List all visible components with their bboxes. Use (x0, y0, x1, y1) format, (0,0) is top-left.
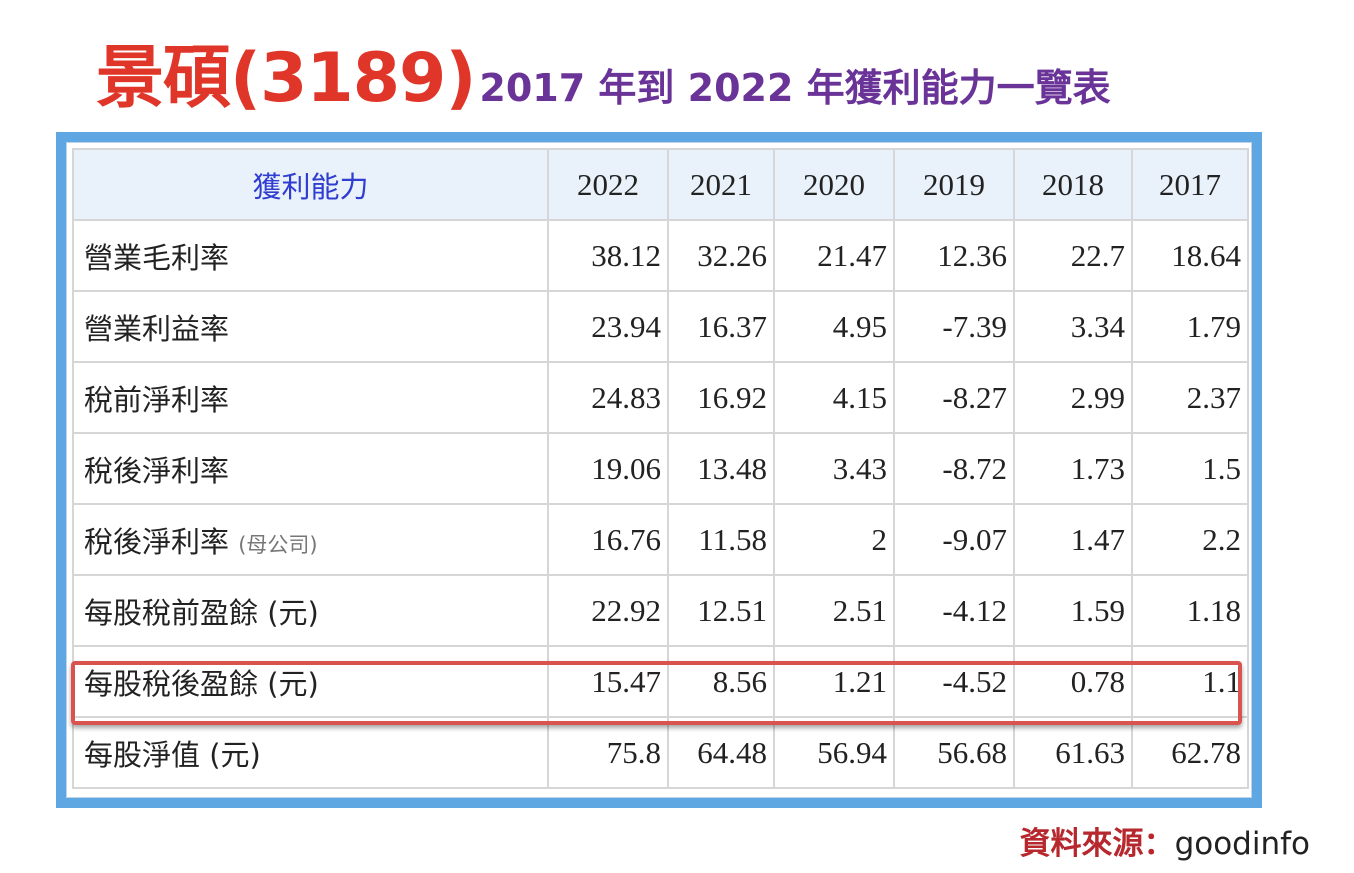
year-header: 2020 (773, 148, 895, 221)
table-row: 稅後淨利率 (母公司) 16.76 11.58 2 -9.07 1.47 2.2 (72, 503, 1249, 576)
cell-value: 15.47 (547, 645, 669, 718)
cell-value: 24.83 (547, 361, 669, 434)
row-label: 稅前淨利率 (72, 361, 549, 434)
row-label-text: 稅後淨利率 (84, 524, 230, 559)
cell-value: -4.52 (893, 645, 1015, 718)
source-value: goodinfo (1174, 826, 1310, 862)
table-inner: 獲利能力 2022 2021 2020 2019 2018 2017 營業毛利率… (66, 142, 1252, 798)
row-label: 稅後淨利率 (72, 432, 549, 505)
cell-value: 1.18 (1131, 574, 1249, 647)
cell-value: -7.39 (893, 290, 1015, 363)
row-label-text: 每股淨值 (元) (84, 737, 261, 772)
table-row-highlighted: 每股稅後盈餘 (元) 15.47 8.56 1.21 -4.52 0.78 1.… (72, 645, 1249, 718)
cell-value: 3.34 (1013, 290, 1133, 363)
cell-value: 1.5 (1131, 432, 1249, 505)
row-label-text: 稅後淨利率 (84, 453, 230, 488)
year-header: 2017 (1131, 148, 1249, 221)
row-label-note: (母公司) (238, 532, 318, 557)
table-row: 每股淨值 (元) 75.8 64.48 56.94 56.68 61.63 62… (72, 716, 1249, 789)
cell-value: 32.26 (667, 219, 775, 292)
cell-value: 38.12 (547, 219, 669, 292)
cell-value: 1.47 (1013, 503, 1133, 576)
table-row: 營業利益率 23.94 16.37 4.95 -7.39 3.34 1.79 (72, 290, 1249, 363)
cell-value: 64.48 (667, 716, 775, 789)
cell-value: 22.92 (547, 574, 669, 647)
cell-value: 1.59 (1013, 574, 1133, 647)
cell-value: 22.7 (1013, 219, 1133, 292)
page-title: 景碩(3189) 2017 年到 2022 年獲利能力一覽表 (96, 22, 1111, 121)
cell-value: 16.76 (547, 503, 669, 576)
cell-value: 12.36 (893, 219, 1015, 292)
cell-value: 2.51 (773, 574, 895, 647)
row-label-text: 稅前淨利率 (84, 382, 230, 417)
profitability-table: 獲利能力 2022 2021 2020 2019 2018 2017 營業毛利率… (72, 148, 1249, 789)
row-label: 每股稅後盈餘 (元) (72, 645, 549, 718)
year-header: 2018 (1013, 148, 1133, 221)
title-subtitle: 2017 年到 2022 年獲利能力一覽表 (479, 66, 1111, 110)
source-credit: 資料來源：goodinfo (1020, 818, 1310, 863)
row-label-text: 每股稅後盈餘 (元) (84, 666, 319, 701)
cell-value: 8.56 (667, 645, 775, 718)
cell-value: 0.78 (1013, 645, 1133, 718)
row-label: 每股稅前盈餘 (元) (72, 574, 549, 647)
table-row: 稅前淨利率 24.83 16.92 4.15 -8.27 2.99 2.37 (72, 361, 1249, 434)
cell-value: 75.8 (547, 716, 669, 789)
cell-value: -9.07 (893, 503, 1015, 576)
cell-value: 11.58 (667, 503, 775, 576)
cell-value: 1.73 (1013, 432, 1133, 505)
cell-value: 56.68 (893, 716, 1015, 789)
cell-value: -8.27 (893, 361, 1015, 434)
cell-value: 16.92 (667, 361, 775, 434)
cell-value: 19.06 (547, 432, 669, 505)
title-company: 景碩(3189) (96, 39, 476, 118)
row-label-text: 營業毛利率 (84, 240, 230, 275)
cell-value: 3.43 (773, 432, 895, 505)
cell-value: 2 (773, 503, 895, 576)
cell-value: 62.78 (1131, 716, 1249, 789)
cell-value: 1.79 (1131, 290, 1249, 363)
row-label: 稅後淨利率 (母公司) (72, 503, 549, 576)
table-row: 營業毛利率 38.12 32.26 21.47 12.36 22.7 18.64 (72, 219, 1249, 292)
row-label: 營業利益率 (72, 290, 549, 363)
row-label-text: 每股稅前盈餘 (元) (84, 595, 319, 630)
cell-value: 56.94 (773, 716, 895, 789)
table-frame: 獲利能力 2022 2021 2020 2019 2018 2017 營業毛利率… (56, 132, 1262, 808)
table-row: 每股稅前盈餘 (元) 22.92 12.51 2.51 -4.12 1.59 1… (72, 574, 1249, 647)
cell-value: 18.64 (1131, 219, 1249, 292)
cell-value: 23.94 (547, 290, 669, 363)
cell-value: 2.37 (1131, 361, 1249, 434)
cell-value: 4.15 (773, 361, 895, 434)
row-label: 營業毛利率 (72, 219, 549, 292)
row-label-text: 營業利益率 (84, 311, 230, 346)
cell-value: 1.21 (773, 645, 895, 718)
cell-value: 12.51 (667, 574, 775, 647)
cell-value: 16.37 (667, 290, 775, 363)
year-header: 2022 (547, 148, 669, 221)
cell-value: 2.2 (1131, 503, 1249, 576)
highlight-box (71, 661, 1242, 725)
cell-value: 61.63 (1013, 716, 1133, 789)
header-label: 獲利能力 (72, 148, 549, 221)
cell-value: 21.47 (773, 219, 895, 292)
table-row: 稅後淨利率 19.06 13.48 3.43 -8.72 1.73 1.5 (72, 432, 1249, 505)
cell-value: 2.99 (1013, 361, 1133, 434)
header-row: 獲利能力 2022 2021 2020 2019 2018 2017 (72, 148, 1249, 221)
cell-value: -8.72 (893, 432, 1015, 505)
year-header: 2021 (667, 148, 775, 221)
cell-value: 13.48 (667, 432, 775, 505)
cell-value: 1.1 (1131, 645, 1249, 718)
cell-value: 4.95 (773, 290, 895, 363)
source-label: 資料來源： (1019, 826, 1175, 862)
year-header: 2019 (893, 148, 1015, 221)
row-label: 每股淨值 (元) (72, 716, 549, 789)
cell-value: -4.12 (893, 574, 1015, 647)
